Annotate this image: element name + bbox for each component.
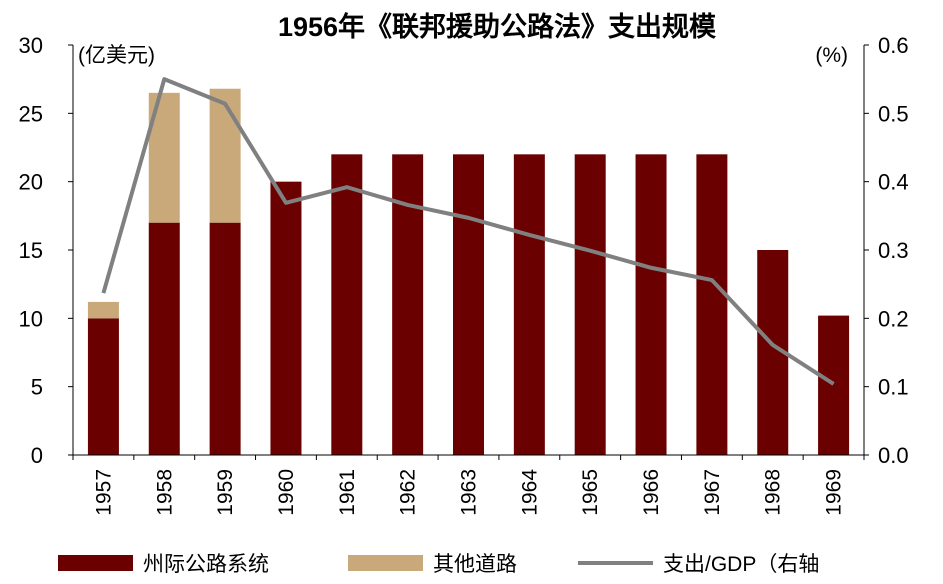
chart-title: 1956年《联邦援助公路法》支出规模 xyxy=(278,11,716,42)
bar-interstate-1967 xyxy=(696,154,728,456)
bar-interstate-1969 xyxy=(818,315,850,455)
left-tick-label: 15 xyxy=(19,238,43,263)
left-tick-label: 30 xyxy=(19,33,43,58)
x-tick-label-1967: 1967 xyxy=(701,469,724,516)
bar-interstate-1958 xyxy=(148,222,180,455)
left-axis-unit: (亿美元) xyxy=(78,44,155,67)
right-tick-label: 0.3 xyxy=(878,238,909,263)
bar-interstate-1960 xyxy=(270,181,302,455)
left-tick-label: 0 xyxy=(31,443,43,468)
x-tick-label-1964: 1964 xyxy=(518,469,541,516)
bar-interstate-1965 xyxy=(574,154,606,456)
x-tick-label-1960: 1960 xyxy=(275,469,298,516)
bar-interstate-1964 xyxy=(513,154,545,456)
bar-interstate-1957 xyxy=(87,318,119,455)
x-tick-label-1962: 1962 xyxy=(397,469,420,516)
left-tick-label: 20 xyxy=(19,170,43,195)
right-tick-label: 0.2 xyxy=(878,306,909,331)
legend-swatch-0 xyxy=(58,555,133,571)
legend-label-1: 其他道路 xyxy=(433,553,517,576)
right-tick-label: 0.6 xyxy=(878,33,909,58)
left-tick-label: 25 xyxy=(19,101,43,126)
x-tick-label-1966: 1966 xyxy=(640,469,663,516)
legend-label-0: 州际公路系统 xyxy=(143,553,269,576)
x-tick-label-1965: 1965 xyxy=(579,469,602,516)
bar-interstate-1959 xyxy=(209,222,241,455)
legend-label-2: 支出/GDP（右轴 xyxy=(663,553,819,576)
right-tick-label: 0.5 xyxy=(878,101,909,126)
x-tick-label-1958: 1958 xyxy=(153,469,176,516)
bar-interstate-1961 xyxy=(331,154,363,456)
x-tick-label-1969: 1969 xyxy=(823,469,846,516)
right-axis-unit: (%) xyxy=(815,44,848,67)
x-tick-label-1959: 1959 xyxy=(214,469,237,516)
left-tick-label: 5 xyxy=(31,375,43,400)
bar-other-roads-1957 xyxy=(87,301,119,319)
bar-interstate-1963 xyxy=(453,154,484,456)
bar-interstate-1962 xyxy=(392,154,424,456)
right-tick-label: 0.0 xyxy=(878,443,909,468)
bar-interstate-1966 xyxy=(635,154,667,456)
bar-other-roads-1959 xyxy=(209,88,241,223)
x-tick-label-1968: 1968 xyxy=(762,469,785,516)
x-tick-label-1961: 1961 xyxy=(336,469,359,516)
x-tick-label-1957: 1957 xyxy=(92,469,115,516)
right-tick-label: 0.1 xyxy=(878,375,909,400)
right-tick-label: 0.4 xyxy=(878,170,909,195)
x-tick-label-1963: 1963 xyxy=(458,469,481,516)
legend-swatch-1 xyxy=(348,555,423,571)
left-tick-label: 10 xyxy=(19,306,43,331)
